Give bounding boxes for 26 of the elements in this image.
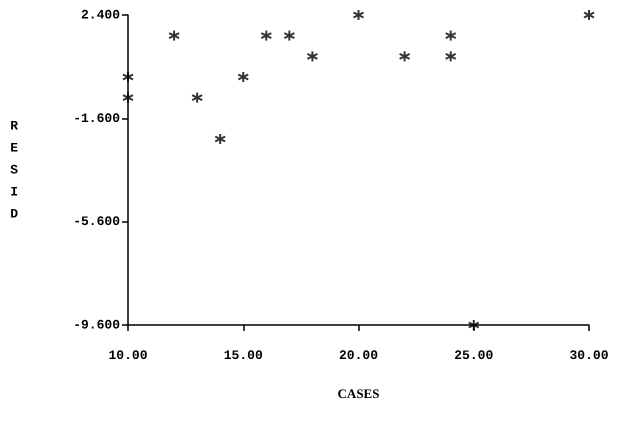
point [306, 50, 318, 62]
point [444, 30, 457, 42]
y-tick-label: 2.400 [80, 8, 120, 22]
point [260, 30, 272, 42]
x-tick-label: 30.00 [569, 348, 609, 363]
point [352, 9, 364, 21]
x-tick-label: 20.00 [338, 348, 378, 363]
point [122, 71, 134, 83]
point [214, 133, 226, 145]
point [583, 9, 595, 21]
y-tick-label: -5.600 [73, 214, 120, 230]
point [168, 30, 180, 42]
point [468, 319, 480, 331]
point [444, 50, 457, 62]
x-axis-title: CASES [338, 386, 380, 401]
x-tick-label: 15.00 [224, 348, 263, 363]
point [283, 30, 296, 42]
point [191, 92, 204, 104]
point [237, 71, 250, 83]
point [122, 92, 134, 104]
point [398, 50, 411, 62]
x-tick-label: 10.00 [108, 348, 148, 363]
x-tick-label: 25.00 [454, 348, 494, 363]
y-tick-label: -9.600 [73, 318, 120, 332]
y-tick-label: -1.600 [73, 110, 120, 126]
y-axis-title: RESID [10, 118, 18, 222]
